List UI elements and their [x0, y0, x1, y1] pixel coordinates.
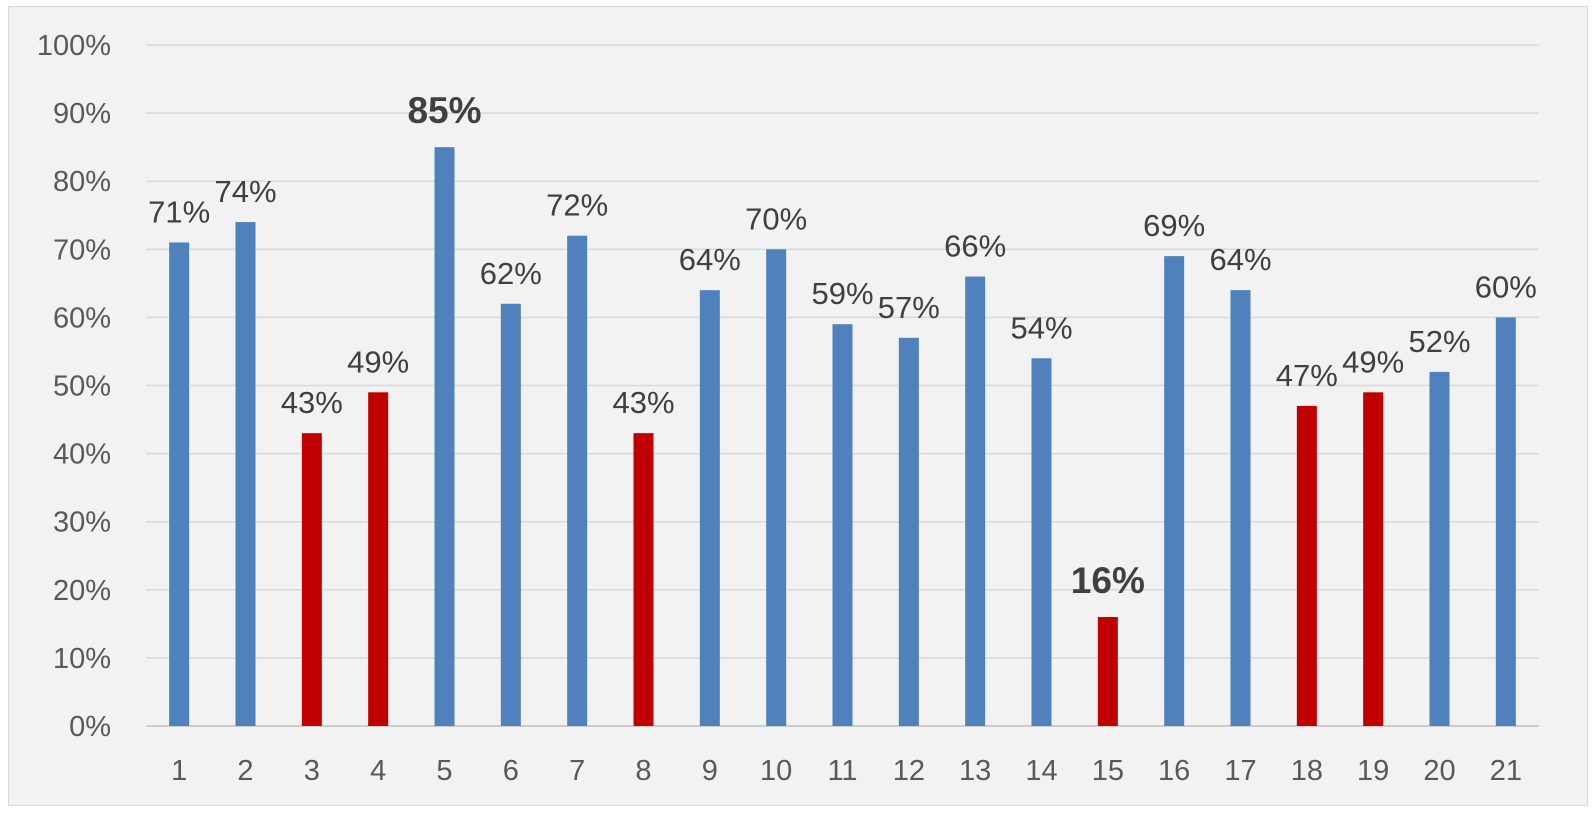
bar [1363, 392, 1384, 726]
y-tick-label: 10% [53, 643, 111, 675]
x-tick-label: 8 [635, 755, 651, 787]
data-label: 43% [612, 385, 674, 420]
data-label: 69% [1143, 208, 1205, 243]
x-tick-label: 14 [1025, 755, 1057, 787]
y-axis-tick-labels: 0% 10% 20% 30% 40% 50% 60% 70% 80% 90% 100% [37, 30, 111, 743]
y-tick-label: 30% [53, 507, 111, 539]
x-tick-label: 18 [1291, 755, 1323, 787]
x-tick-label: 17 [1224, 755, 1256, 787]
bar [1429, 371, 1450, 726]
data-label: 60% [1475, 269, 1537, 304]
x-tick-label: 5 [436, 755, 452, 787]
x-tick-label: 11 [827, 755, 857, 787]
bar [766, 249, 787, 727]
bar [434, 147, 455, 726]
bar [1164, 256, 1185, 726]
x-tick-label: 15 [1092, 755, 1124, 787]
x-tick-label: 3 [304, 755, 320, 787]
bar [1031, 358, 1052, 726]
data-label: 64% [679, 242, 741, 277]
bars [169, 147, 1516, 727]
y-tick-label: 0% [69, 711, 111, 743]
x-tick-label: 6 [503, 755, 519, 787]
x-tick-label: 1 [171, 755, 187, 787]
bar [898, 337, 919, 726]
bar [1230, 290, 1251, 726]
bar [1097, 617, 1118, 726]
bar [368, 392, 389, 726]
x-tick-label: 10 [760, 755, 792, 787]
y-tick-label: 90% [53, 98, 111, 130]
bar [965, 276, 986, 726]
data-label: 49% [1342, 344, 1404, 379]
bar [567, 235, 588, 726]
data-label: 72% [546, 188, 608, 223]
x-tick-label: 13 [959, 755, 991, 787]
bar [301, 433, 322, 726]
y-tick-label: 80% [53, 166, 111, 198]
data-label: 57% [878, 290, 940, 325]
bar [1296, 405, 1317, 726]
x-tick-label: 7 [569, 755, 585, 787]
bar [500, 303, 521, 726]
y-tick-label: 20% [53, 575, 111, 607]
y-tick-label: 50% [53, 371, 111, 403]
bar-chart: 0% 10% 20% 30% 40% 50% 60% 70% 80% 90% 100% 71%74%… [37, 30, 1539, 787]
y-tick-label: 70% [53, 234, 111, 266]
x-tick-label: 16 [1158, 755, 1190, 787]
bar [1495, 317, 1516, 726]
y-tick-label: 100% [37, 30, 111, 62]
x-tick-label: 4 [370, 755, 386, 787]
data-label: 70% [745, 201, 807, 236]
bar [699, 290, 720, 726]
data-label: 47% [1276, 358, 1338, 393]
x-tick-label: 12 [893, 755, 925, 787]
data-label: 54% [1010, 310, 1072, 345]
x-tick-label: 2 [237, 755, 253, 787]
y-tick-label: 40% [53, 439, 111, 471]
bar [169, 242, 190, 727]
data-labels: 71%74%43%49%85%62%72%43%64%70%59% 57%66%5… [148, 90, 1537, 601]
y-tick-label: 60% [53, 302, 111, 334]
x-tick-label: 19 [1357, 755, 1389, 787]
data-label: 85% [407, 90, 481, 131]
data-label: 52% [1408, 324, 1470, 359]
bar [633, 433, 654, 726]
data-label: 74% [214, 174, 276, 209]
bar [235, 222, 256, 726]
data-label: 16% [1071, 560, 1145, 601]
data-label: 64% [1209, 242, 1271, 277]
x-tick-label: 21 [1490, 755, 1522, 787]
data-label: 59% [811, 276, 873, 311]
data-label: 62% [480, 256, 542, 291]
bar [832, 324, 853, 726]
x-tick-label: 20 [1423, 755, 1455, 787]
data-label: 49% [347, 344, 409, 379]
data-label: 43% [281, 385, 343, 420]
data-label: 66% [944, 229, 1006, 264]
x-tick-label: 9 [702, 755, 718, 787]
x-axis-tick-labels: 1 2 3 4 5 6 7 8 9 10 11 12 13 14 15 16 17 18 19 20 21 [171, 755, 1522, 787]
chart-area: 0% 10% 20% 30% 40% 50% 60% 70% 80% 90% 100% 71% 74%… [8, 6, 1588, 806]
data-label: 71% [148, 194, 210, 229]
